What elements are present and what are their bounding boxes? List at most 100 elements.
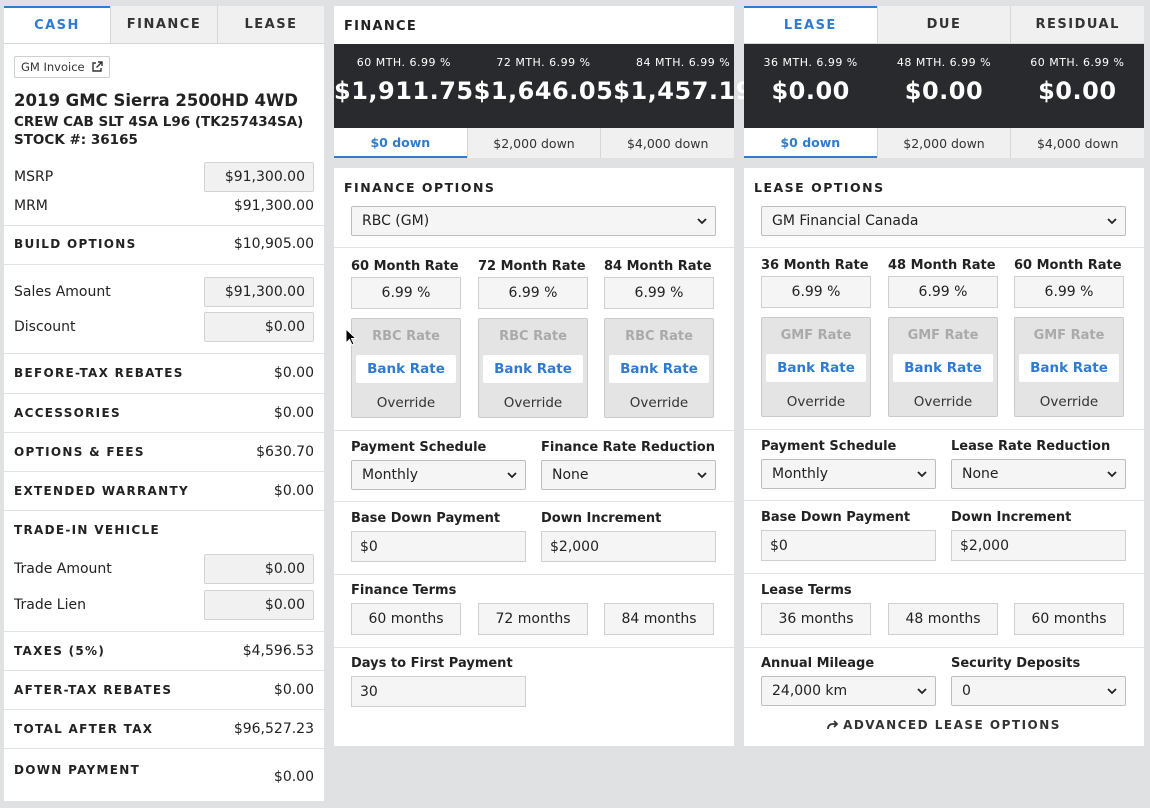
finance-down-tab-4000[interactable]: $4,000 down	[600, 128, 735, 158]
down-increment-input[interactable]: $2,000	[541, 531, 716, 562]
down-increment-label: Down Increment	[951, 510, 1072, 525]
rate-input-72[interactable]: 6.99 %	[478, 277, 588, 309]
mouse-cursor-icon	[345, 328, 357, 346]
override-option[interactable]: Override	[629, 395, 689, 411]
lease-rate-reduction-value: None	[962, 466, 999, 482]
divider	[4, 432, 324, 433]
rbc-rate-option[interactable]: RBC Rate	[625, 329, 693, 344]
finance-lender-select[interactable]: RBC (GM)	[351, 206, 716, 236]
gm-invoice-button[interactable]: GM Invoice	[14, 56, 110, 78]
advanced-lease-options-link[interactable]: ADVANCED LEASE OPTIONS	[744, 718, 1144, 732]
total-after-tax-row: TOTAL AFTER TAX $96,527.23	[14, 719, 314, 739]
accessories-value: $0.00	[273, 405, 314, 421]
before-tax-rebates-row[interactable]: BEFORE-TAX REBATES $0.00	[14, 363, 314, 383]
gmf-rate-option[interactable]: GMF Rate	[907, 328, 979, 343]
extended-warranty-row[interactable]: EXTENDED WARRANTY $0.00	[14, 481, 314, 501]
bank-rate-option[interactable]: Bank Rate	[356, 355, 456, 383]
override-option[interactable]: Override	[503, 395, 563, 411]
rate-input-84[interactable]: 6.99 %	[604, 277, 714, 309]
lease-rate-reduction-select[interactable]: None	[951, 459, 1126, 489]
lease-down-tab-4000[interactable]: $4,000 down	[1010, 128, 1145, 158]
finance-rate-reduction-select[interactable]: None	[541, 460, 716, 490]
sales-amount-label: Sales Amount	[14, 284, 111, 300]
discount-row: Discount $0.00	[14, 311, 314, 343]
bank-rate-option[interactable]: Bank Rate	[1019, 354, 1119, 382]
finance-term-72-button[interactable]: 72 months	[478, 603, 588, 635]
bank-rate-option[interactable]: Bank Rate	[893, 354, 993, 382]
divider	[744, 573, 1144, 574]
finance-down-tab-2000[interactable]: $2,000 down	[466, 128, 601, 158]
msrp-field[interactable]: $91,300.00	[204, 162, 314, 192]
lease-down-tab-0[interactable]: $0 down	[744, 128, 877, 158]
finance-terms-label: Finance Terms	[351, 583, 457, 598]
rate-source-box-72: RBC Rate Bank Rate Override	[478, 318, 588, 418]
advanced-lease-options-label: ADVANCED LEASE OPTIONS	[843, 718, 1061, 732]
rate-label-36: 36 Month Rate	[761, 258, 869, 273]
rate-input-60[interactable]: 6.99 %	[351, 277, 461, 309]
tab-lease[interactable]: LEASE	[217, 6, 324, 43]
payment-amount: $0.00	[1038, 77, 1117, 105]
trade-lien-field[interactable]: $0.00	[204, 590, 314, 620]
lease-view-tabs: LEASE DUE RESIDUAL	[744, 6, 1145, 44]
lease-term-36-button[interactable]: 36 months	[761, 603, 871, 635]
accessories-row[interactable]: ACCESSORIES $0.00	[14, 403, 314, 423]
lease-down-increment-input[interactable]: $2,000	[951, 530, 1126, 561]
lease-payment-36: 36 MTH. 6.99 % $0.00	[744, 44, 877, 128]
divider	[4, 225, 324, 226]
override-option[interactable]: Override	[376, 395, 436, 411]
security-deposits-select[interactable]: 0	[951, 676, 1126, 706]
finance-options-panel: FINANCE OPTIONS RBC (GM) 60 Month Rate 7…	[334, 168, 734, 746]
base-down-payment-input[interactable]: $0	[351, 531, 526, 562]
trade-amount-field[interactable]: $0.00	[204, 554, 314, 584]
lease-lender-select[interactable]: GM Financial Canada	[761, 206, 1126, 236]
build-options-row[interactable]: BUILD OPTIONS $10,905.00	[14, 234, 314, 254]
total-after-tax-value: $96,527.23	[233, 721, 314, 737]
gmf-rate-option[interactable]: GMF Rate	[780, 328, 852, 343]
down-payment-value: $0.00	[273, 769, 314, 785]
trade-amount-row: Trade Amount $0.00	[14, 553, 314, 585]
tab-cash[interactable]: CASH	[4, 6, 110, 43]
bank-rate-option[interactable]: Bank Rate	[766, 354, 866, 382]
down-payment-row[interactable]: DOWN PAYMENT $0.00	[14, 761, 314, 787]
tab-finance[interactable]: FINANCE	[110, 6, 217, 43]
sales-amount-field[interactable]: $91,300.00	[204, 277, 314, 307]
discount-field[interactable]: $0.00	[204, 312, 314, 342]
payment-schedule-select[interactable]: Monthly	[351, 460, 526, 490]
options-fees-row[interactable]: OPTIONS & FEES $630.70	[14, 442, 314, 462]
after-tax-rebates-row[interactable]: AFTER-TAX REBATES $0.00	[14, 680, 314, 700]
finance-lender-value: RBC (GM)	[362, 213, 430, 229]
rbc-rate-option[interactable]: RBC Rate	[372, 329, 440, 344]
finance-options-title: FINANCE OPTIONS	[344, 180, 496, 195]
rate-input-60[interactable]: 6.99 %	[1014, 276, 1124, 308]
lease-payment-schedule-select[interactable]: Monthly	[761, 459, 936, 489]
lease-down-tab-2000[interactable]: $2,000 down	[876, 128, 1011, 158]
trade-in-header-row: TRADE-IN VEHICLE	[14, 520, 314, 540]
accessories-label: ACCESSORIES	[14, 406, 121, 420]
gmf-rate-option[interactable]: GMF Rate	[1033, 328, 1105, 343]
divider	[744, 647, 1144, 648]
lease-base-down-payment-input[interactable]: $0	[761, 530, 936, 561]
lease-term-60-button[interactable]: 60 months	[1014, 603, 1124, 635]
override-option[interactable]: Override	[1039, 394, 1099, 410]
rate-input-48[interactable]: 6.99 %	[888, 276, 998, 308]
rate-label-60: 60 Month Rate	[351, 259, 459, 274]
rate-input-36[interactable]: 6.99 %	[761, 276, 871, 308]
finance-term-84-button[interactable]: 84 months	[604, 603, 714, 635]
extended-warranty-label: EXTENDED WARRANTY	[14, 484, 189, 498]
lease-down-tabs: $0 down $2,000 down $4,000 down	[744, 128, 1145, 158]
finance-term-60-button[interactable]: 60 months	[351, 603, 461, 635]
annual-mileage-select[interactable]: 24,000 km	[761, 676, 936, 706]
external-link-icon	[91, 61, 103, 72]
divider	[334, 430, 734, 431]
days-to-first-payment-input[interactable]: 30	[351, 676, 526, 707]
rbc-rate-option[interactable]: RBC Rate	[499, 329, 567, 344]
finance-down-tab-0[interactable]: $0 down	[334, 128, 467, 158]
tab-lease-payment[interactable]: LEASE	[744, 6, 877, 43]
override-option[interactable]: Override	[786, 394, 846, 410]
bank-rate-option[interactable]: Bank Rate	[483, 355, 583, 383]
bank-rate-option[interactable]: Bank Rate	[609, 355, 709, 383]
tab-due[interactable]: DUE	[876, 6, 1011, 43]
override-option[interactable]: Override	[913, 394, 973, 410]
lease-term-48-button[interactable]: 48 months	[888, 603, 998, 635]
tab-residual[interactable]: RESIDUAL	[1010, 6, 1145, 43]
